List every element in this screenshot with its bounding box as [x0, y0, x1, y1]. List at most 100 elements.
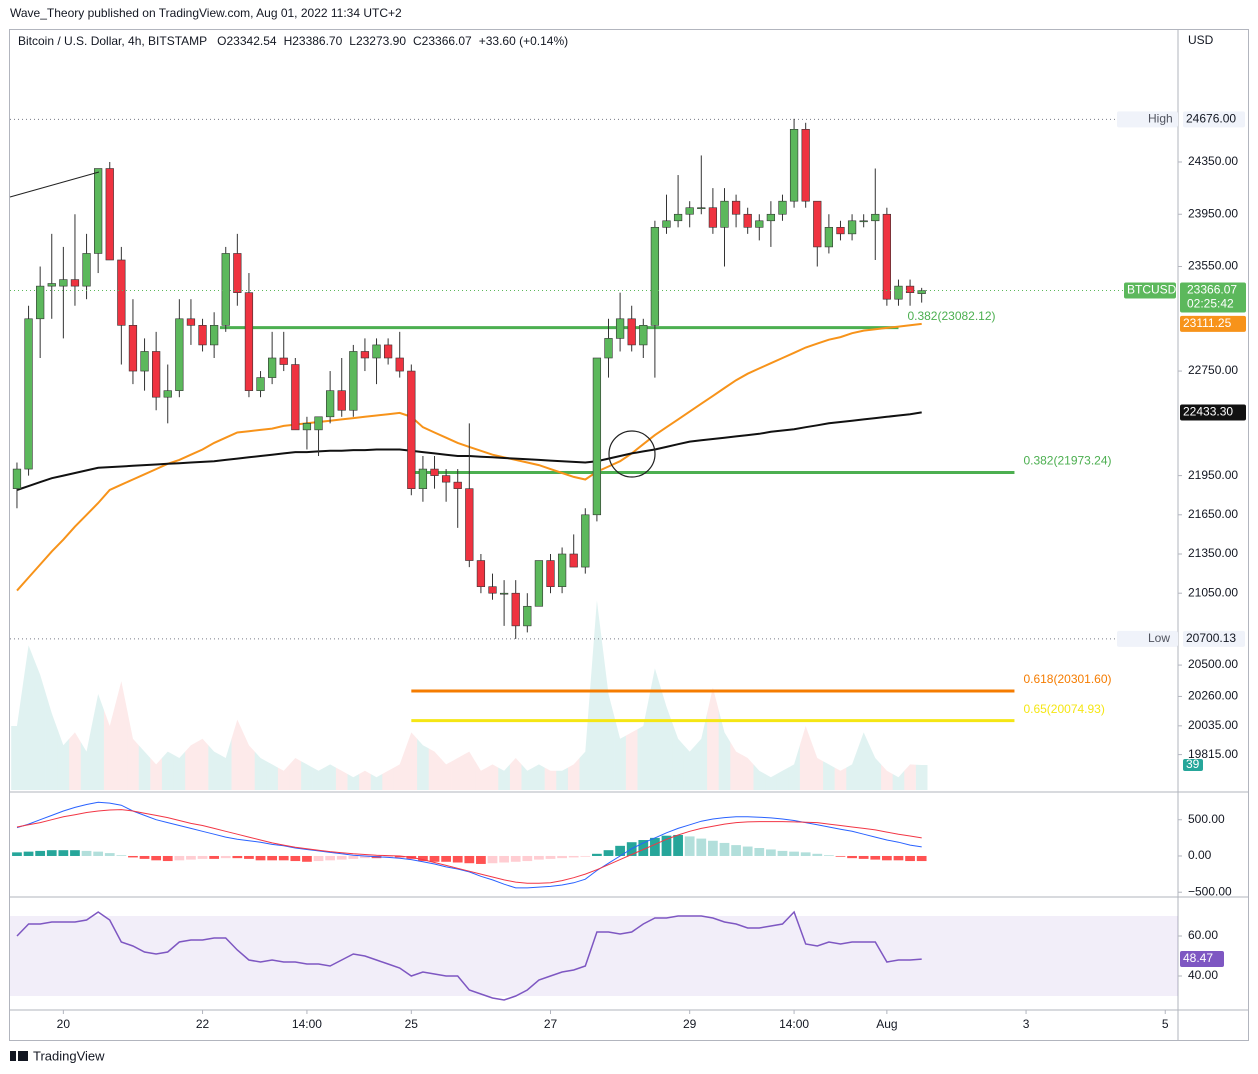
candle-body [244, 292, 254, 391]
macd-histogram-bar [905, 855, 915, 862]
candle-body [163, 390, 172, 398]
candle-body [441, 475, 451, 483]
y-tick-label: 20035.00 [1188, 718, 1238, 732]
candle-body [731, 200, 741, 215]
y-tick-label: 21950.00 [1188, 468, 1238, 482]
macd-histogram-bar [476, 855, 486, 864]
ma-price-box [1180, 404, 1246, 421]
volume-area [788, 745, 800, 790]
volume-area [649, 668, 661, 790]
candle-body [511, 592, 520, 627]
y-tick-label: 21350.00 [1188, 546, 1238, 560]
volume-area [521, 764, 534, 790]
x-tick-label: 22 [196, 1017, 210, 1031]
candle-body [789, 129, 799, 202]
volume-area [683, 745, 696, 790]
candle-body [94, 168, 103, 254]
candle-body [824, 227, 834, 248]
x-tick-label: 27 [544, 1017, 558, 1031]
low-label: Low [1148, 631, 1170, 645]
volume-area [846, 748, 858, 790]
macd-histogram-bar [534, 855, 544, 860]
candle-body [221, 253, 230, 326]
volume-area [92, 694, 104, 790]
candle-body [755, 220, 764, 228]
candle-body [279, 357, 288, 365]
macd-histogram-bar [302, 855, 312, 862]
volume-area [127, 710, 139, 790]
candle-body [24, 318, 33, 470]
macd-histogram-bar [673, 834, 683, 856]
x-tick-label: 20 [57, 1017, 71, 1031]
macd-histogram-bar [499, 855, 509, 863]
macd-histogram-bar [244, 855, 254, 859]
volume-area [138, 745, 151, 790]
candle-body [871, 213, 880, 222]
candle-body [882, 213, 891, 300]
candle-body [627, 318, 636, 346]
macd-histogram-bar [93, 851, 104, 856]
volume-area [915, 764, 928, 790]
volume-area [161, 751, 174, 790]
frame [9, 29, 1249, 1041]
currency: USD [1188, 33, 1214, 47]
volume-area [753, 764, 766, 790]
y-tick-label: 23950.00 [1188, 206, 1238, 220]
macd-histogram-bar [174, 855, 185, 861]
macd-histogram-bar [568, 855, 579, 858]
candle-body [813, 200, 822, 248]
y-tick-label: 23550.00 [1188, 259, 1238, 273]
volume-area [707, 687, 719, 790]
y-tick-label: 20500.00 [1188, 657, 1238, 671]
macd-histogram-bar [789, 851, 799, 856]
countdown: 02:25:42 [1187, 297, 1234, 311]
candle-body [256, 377, 265, 391]
volume-area [45, 694, 58, 790]
volume-area [115, 681, 128, 790]
macd-histogram-bar [812, 853, 823, 856]
volume-area [533, 764, 545, 790]
candle-body [581, 514, 590, 568]
candle-body [673, 213, 683, 222]
volume-area [173, 751, 186, 790]
macd-histogram-bar [510, 855, 521, 862]
candle-body [534, 560, 544, 607]
macd-histogram-bar [58, 850, 69, 856]
volume-area [823, 761, 835, 790]
y-tick-label: 0.00 [1188, 848, 1212, 862]
candle-body [12, 468, 22, 489]
macd-histogram-bar [870, 855, 881, 860]
candle-body [557, 553, 567, 587]
candle-body [905, 285, 915, 293]
last-price: 23366.07 [1187, 283, 1237, 297]
macd-histogram-bar [35, 850, 46, 856]
macd-histogram-bar [255, 855, 266, 861]
macd-histogram-bar [290, 855, 301, 862]
candle-body [801, 129, 810, 202]
line [16, 809, 922, 884]
y-tick-label: −500.00 [1188, 884, 1232, 898]
macd-histogram-bar [313, 855, 324, 862]
macd-histogram-bar [522, 855, 533, 862]
volume-area [393, 748, 406, 790]
candle-body [592, 357, 602, 516]
ma-price: 23111.25 [1183, 316, 1232, 330]
volume-area [904, 764, 916, 790]
candle-body [685, 207, 694, 215]
volume-area [614, 716, 626, 790]
x-tick-label: 25 [405, 1017, 419, 1031]
macd-histogram-bar [162, 855, 173, 862]
volume-area [591, 600, 603, 790]
rsi-value: 48.47 [1183, 951, 1213, 965]
volume-area [765, 774, 777, 790]
macd-histogram-bar [824, 855, 834, 856]
candle-body [117, 259, 126, 326]
volume-area [324, 764, 336, 790]
y-tick-label: 21050.00 [1188, 585, 1238, 599]
candle-body [349, 351, 358, 411]
macd-histogram-bar [696, 838, 707, 856]
candle-body [175, 318, 184, 391]
volume-area [776, 767, 789, 790]
fib-label: 0.382(23082.12) [907, 309, 995, 323]
macd-histogram-bar [383, 855, 393, 858]
